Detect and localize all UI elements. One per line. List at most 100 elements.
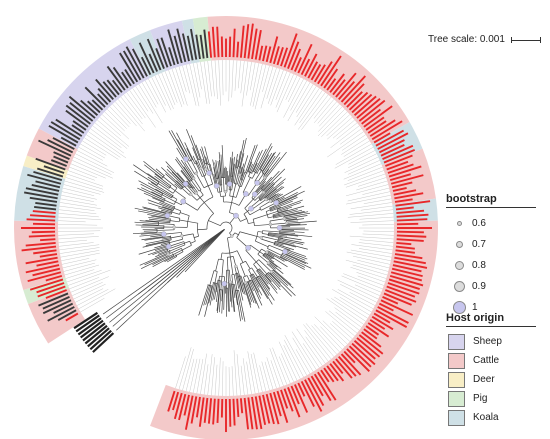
tree-branch	[223, 283, 225, 310]
tip-label-mark	[335, 72, 357, 98]
tree-branch	[270, 272, 281, 284]
tip-label-mark	[396, 234, 427, 238]
tip-label-mark	[47, 306, 75, 322]
tip-guide-line	[328, 310, 358, 334]
tip-guide-line	[120, 96, 143, 125]
tip-label-mark	[323, 68, 339, 89]
tree-branch	[263, 254, 275, 263]
tree-branch	[273, 211, 305, 219]
tip-guide-line	[350, 249, 392, 258]
tip-label-mark	[50, 159, 67, 167]
tree-branch	[239, 137, 247, 167]
tree-branch	[235, 273, 240, 289]
tip-label-mark	[396, 241, 412, 246]
tip-guide-line	[250, 63, 260, 106]
tip-guide-line	[123, 94, 143, 120]
tree-branch	[157, 183, 174, 194]
tip-guide-line	[196, 62, 202, 90]
tip-guide-line	[58, 213, 99, 218]
tree-branch-arc	[170, 235, 172, 241]
tree-branch	[270, 200, 293, 211]
tip-guide-line	[175, 356, 186, 389]
tree-branch-arc	[194, 162, 198, 165]
tip-label-mark	[36, 167, 64, 178]
tree-branch	[222, 196, 225, 203]
tree-branch-arc	[240, 260, 246, 265]
tree-branch	[279, 228, 309, 231]
tip-label-mark	[29, 278, 64, 291]
tip-label-mark	[87, 327, 110, 348]
tip-label-mark	[211, 26, 216, 58]
tree-branch	[141, 187, 166, 200]
tree-branch	[265, 186, 285, 200]
tree-branch	[151, 191, 162, 197]
tip-label-mark	[391, 267, 423, 278]
tree-branch	[163, 176, 178, 189]
tip-label-mark	[276, 390, 289, 423]
tip-guide-line	[340, 284, 377, 303]
tip-label-mark	[346, 348, 370, 372]
tree-branch	[279, 224, 307, 227]
tree-branch	[269, 218, 285, 222]
tip-guide-line	[58, 242, 94, 247]
tip-guide-line	[240, 60, 245, 94]
tip-label-mark	[396, 218, 428, 222]
tip-label-mark	[369, 119, 396, 137]
tree-branch	[227, 282, 230, 312]
tip-label-mark	[42, 296, 70, 310]
tip-guide-line	[349, 209, 394, 215]
tip-label-mark	[358, 99, 386, 122]
tree-branch	[265, 185, 283, 200]
tip-guide-line	[185, 358, 195, 392]
tree-branch	[144, 253, 169, 266]
bootstrap-marker	[248, 205, 254, 212]
tree-branch	[261, 202, 277, 211]
tip-label-mark	[294, 57, 302, 72]
tip-guide-line	[275, 72, 291, 108]
tip-label-mark	[189, 28, 198, 60]
tree-branches	[102, 129, 317, 331]
tree-branch	[176, 157, 193, 181]
tree-branch	[218, 289, 222, 313]
tree-branch	[269, 193, 279, 200]
tree-branch	[170, 235, 182, 239]
tree-branch	[142, 224, 159, 226]
tree-branch	[167, 229, 225, 283]
tip-guide-line	[75, 288, 104, 303]
tip-label-mark	[297, 382, 306, 397]
tip-label-mark	[36, 282, 65, 294]
tree-branch	[184, 240, 190, 244]
tree-branch	[193, 178, 202, 190]
bootstrap-marker	[237, 173, 242, 177]
tip-guide-line	[314, 316, 345, 347]
tip-label-mark	[247, 397, 254, 430]
bootstrap-marker	[166, 252, 170, 257]
tree-branch	[282, 252, 307, 265]
tree-branch	[203, 175, 209, 186]
tip-label-mark	[27, 173, 62, 185]
tip-guide-line	[332, 289, 372, 313]
bootstrap-markers	[160, 156, 289, 287]
tip-label-mark	[239, 398, 244, 414]
tip-guide-line	[59, 202, 101, 209]
bootstrap-marker	[189, 192, 193, 197]
tree-branch	[180, 159, 194, 179]
tree-branch	[172, 249, 183, 255]
tip-label-mark	[387, 163, 414, 174]
tree-branch	[240, 275, 252, 308]
tree-branch-arc	[212, 282, 218, 284]
tip-guide-line	[72, 160, 114, 179]
tip-guide-line	[231, 366, 234, 396]
tree-branch	[199, 159, 207, 176]
tree-branch	[229, 151, 233, 185]
tip-label-mark	[326, 365, 339, 382]
tip-guide-line	[58, 216, 101, 221]
tree-branch	[238, 276, 244, 294]
tip-guide-line	[305, 323, 335, 357]
tip-label-mark	[92, 332, 115, 353]
tree-branch	[141, 236, 165, 241]
tip-guide-line	[144, 80, 159, 105]
tip-label-mark	[375, 129, 405, 147]
tree-branch	[186, 129, 199, 160]
tree-branch	[237, 151, 241, 169]
